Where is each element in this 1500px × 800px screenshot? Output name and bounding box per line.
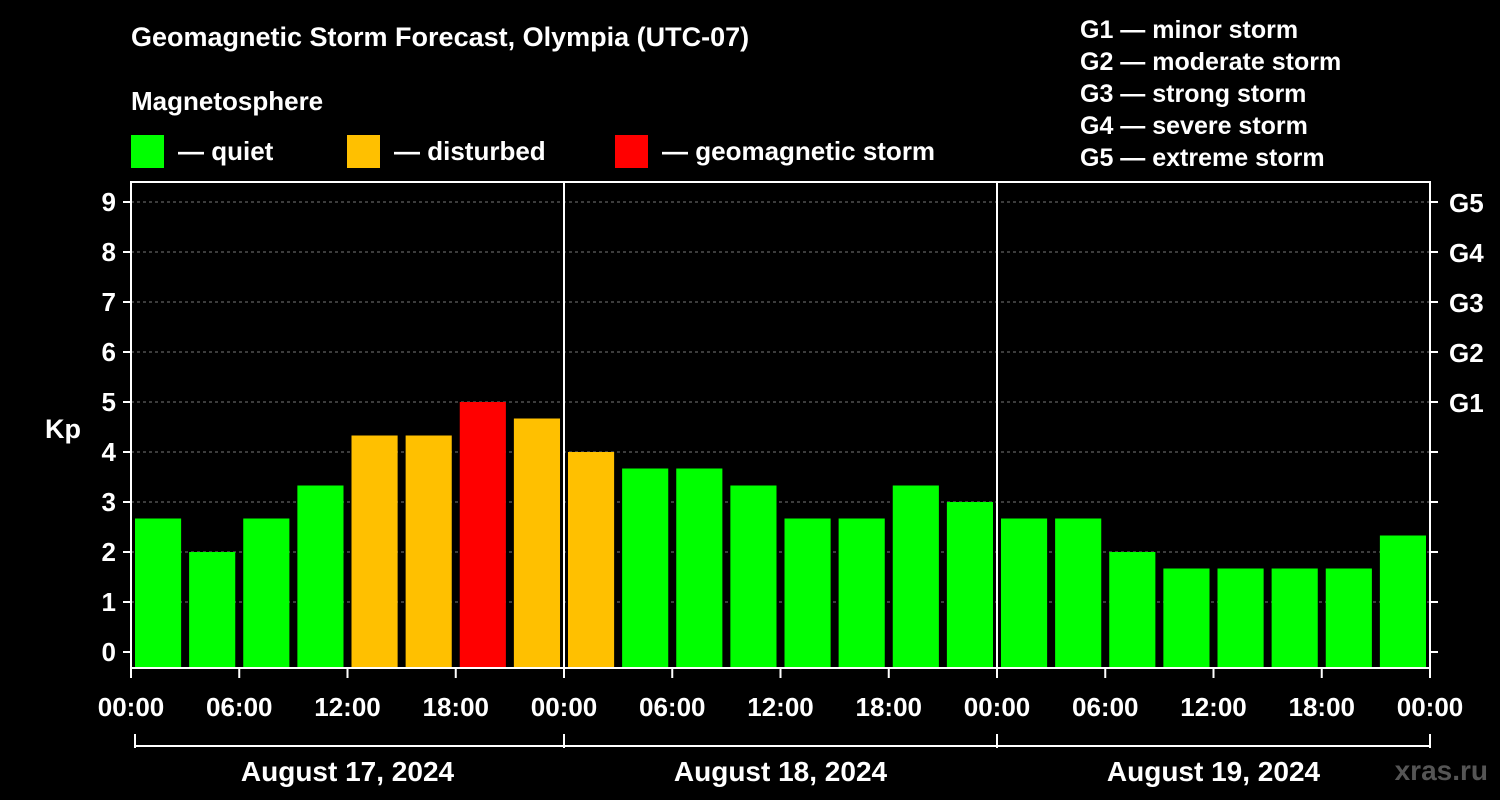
storm-level-g2: G2 — moderate storm (1080, 48, 1342, 76)
legend-storm-label: — geomagnetic storm (662, 135, 936, 166)
x-tick-label: 00:00 (1397, 692, 1464, 722)
kp-bar (838, 518, 885, 668)
y-tick-label: 7 (102, 287, 116, 317)
legend-disturbed-swatch (347, 134, 380, 168)
y-tick-label: 9 (102, 187, 116, 217)
legend-storm-swatch (615, 134, 648, 168)
kp-bar (405, 435, 452, 668)
legend-quiet-swatch (131, 134, 164, 168)
kp-bar (622, 468, 669, 668)
legend-quiet: — quiet (131, 134, 273, 168)
y-tick-label: 0 (102, 637, 116, 667)
y-tick-label: 4 (102, 437, 117, 467)
storm-level-tick-label: G2 (1449, 338, 1484, 368)
legend-quiet-label: — quiet (178, 135, 274, 166)
legend-disturbed: — disturbed (347, 134, 546, 168)
x-tick-label: 00:00 (531, 692, 598, 722)
y-tick-label: 6 (102, 337, 116, 367)
kp-bar (1325, 568, 1372, 668)
kp-bar (297, 485, 344, 668)
date-label: August 19, 2024 (1107, 756, 1321, 787)
kp-bar (189, 552, 236, 668)
y-tick-label: 2 (102, 537, 116, 567)
storm-level-g5: G5 — extreme storm (1080, 144, 1325, 172)
kp-bar (513, 418, 560, 668)
kp-bar (459, 402, 506, 668)
storm-level-g3: G3 — strong storm (1080, 80, 1307, 108)
storm-level-tick-label: G3 (1449, 288, 1484, 318)
kp-bar (1271, 568, 1318, 668)
storm-level-tick-label: G5 (1449, 188, 1484, 218)
x-tick-label: 18:00 (1289, 692, 1356, 722)
legend-storm: — geomagnetic storm (615, 134, 935, 168)
kp-bar (1217, 568, 1264, 668)
date-label: August 18, 2024 (674, 756, 888, 787)
date-label: August 17, 2024 (241, 756, 455, 787)
kp-bar (676, 468, 723, 668)
x-tick-label: 06:00 (639, 692, 706, 722)
kp-bar (351, 435, 398, 668)
y-tick-label: 8 (102, 237, 116, 267)
x-tick-label: 12:00 (314, 692, 381, 722)
storm-level-g4: G4 — severe storm (1080, 112, 1308, 140)
kp-bar (730, 485, 777, 668)
chart-subtitle: Magnetosphere (131, 86, 324, 116)
kp-bar (243, 518, 290, 668)
y-tick-label: 5 (102, 387, 116, 417)
kp-bar (1055, 518, 1102, 668)
chart-title: Geomagnetic Storm Forecast, Olympia (UTC… (131, 22, 750, 52)
x-tick-label: 12:00 (747, 692, 814, 722)
storm-level-list: G1 — minor storm G2 — moderate storm G3 … (1080, 14, 1341, 174)
x-tick-label: 06:00 (206, 692, 273, 722)
kp-bar (784, 518, 831, 668)
kp-bar (946, 502, 993, 668)
kp-bar (1109, 552, 1156, 668)
y-tick-label: 3 (102, 487, 116, 517)
kp-bar (1163, 568, 1210, 668)
storm-level-tick-label: G4 (1449, 238, 1484, 268)
legend-disturbed-label: — disturbed (394, 135, 546, 166)
y-axis-label: Kp (45, 414, 81, 444)
x-tick-label: 12:00 (1180, 692, 1247, 722)
x-tick-label: 18:00 (856, 692, 923, 722)
watermark: xras.ru (1394, 755, 1488, 786)
kp-bar (1379, 535, 1426, 668)
storm-level-g1: G1 — minor storm (1080, 16, 1299, 44)
kp-bar (135, 518, 182, 668)
x-tick-label: 00:00 (964, 692, 1031, 722)
y-tick-label: 1 (102, 587, 116, 617)
x-tick-label: 06:00 (1072, 692, 1139, 722)
x-tick-label: 00:00 (98, 692, 165, 722)
storm-level-tick-label: G1 (1449, 388, 1484, 418)
kp-bar (1001, 518, 1048, 668)
x-tick-label: 18:00 (423, 692, 490, 722)
kp-bar (892, 485, 939, 668)
kp-bar (568, 452, 615, 668)
